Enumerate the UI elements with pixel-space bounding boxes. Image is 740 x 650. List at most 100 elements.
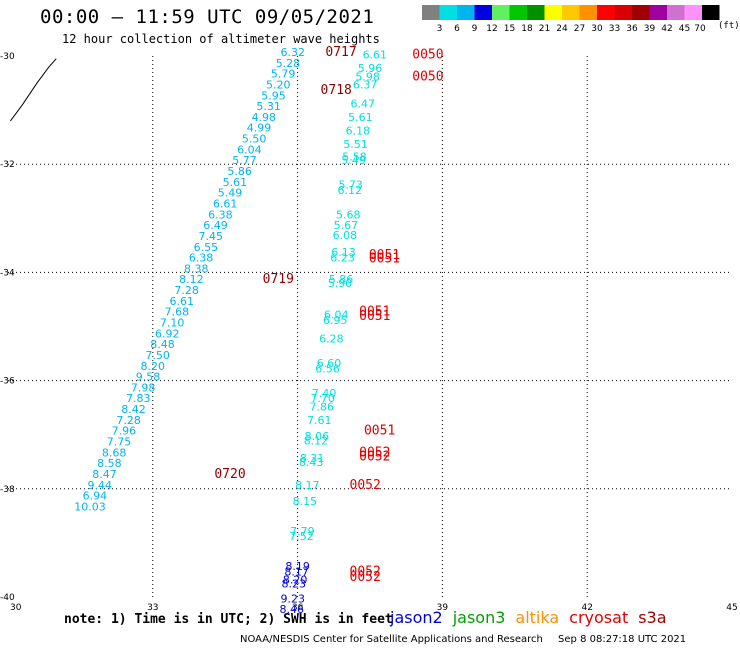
color-legend-label: 12 <box>486 24 497 34</box>
wave-height-label: 8.42 <box>121 403 146 416</box>
wave-height-label: 6.08 <box>333 229 358 242</box>
wave-height-label: 6.04 <box>237 143 262 156</box>
color-legend-unit: (ft) <box>718 21 740 31</box>
wave-height-label: 4.98 <box>252 111 277 124</box>
wave-height-label: 6.56 <box>315 362 340 375</box>
pass-time-label: 0050 <box>412 48 443 63</box>
footer-note: note: 1) Time is in UTC; 2) SWH is in fe… <box>64 612 393 627</box>
pass-time-label: 0052 <box>350 564 381 579</box>
color-swatch <box>439 5 457 20</box>
color-swatch <box>614 5 632 20</box>
wave-height-label: 6.61 <box>170 295 195 308</box>
wave-height-label: 8.23 <box>281 577 306 590</box>
wave-height-label: 8.48 <box>150 338 175 351</box>
generated-timestamp: Sep 8 08:27:18 UTC 2021 <box>558 634 687 645</box>
wave-height-label: 7.45 <box>198 230 223 243</box>
wave-height-label: 5.61 <box>223 176 248 189</box>
wave-height-label: 10.03 <box>74 500 106 513</box>
wave-height-label: 6.49 <box>203 219 228 232</box>
wave-height-label: 8.46 <box>280 603 305 616</box>
x-tick-label: 30 <box>10 603 22 613</box>
wave-height-label: 8.19 <box>285 560 310 573</box>
wave-height-label: 5.49 <box>341 154 366 167</box>
wave-height-label: 5.86 <box>227 165 252 178</box>
wave-height-label: 6.55 <box>194 241 219 254</box>
wave-height-label: 6.23 <box>330 252 355 265</box>
color-legend-label: 3 <box>437 24 443 34</box>
wave-height-label: 5.96 <box>358 62 383 75</box>
page-subtitle: 12 hour collection of altimeter wave hei… <box>62 32 380 46</box>
wave-height-label: 8.17 <box>295 479 320 492</box>
wave-height-label: 4.99 <box>247 122 272 135</box>
color-swatch <box>509 5 527 20</box>
wave-height-label: 8.31 <box>300 452 325 465</box>
color-legend-label: 36 <box>626 24 638 34</box>
wave-height-label: 7.75 <box>107 436 132 449</box>
wave-height-label: 5.58 <box>342 150 367 163</box>
wave-height-label: 7.70 <box>310 392 335 405</box>
footer-credit: NOAA/NESDIS Center for Satellite Applica… <box>240 634 686 645</box>
pass-time-label: 0052 <box>350 570 381 585</box>
wave-height-label: 7.98 <box>131 381 156 394</box>
wave-height-label: 6.37 <box>353 78 378 91</box>
mission-jason2: jason2 <box>390 608 443 627</box>
pass-time-label: 0052 <box>359 445 390 460</box>
color-swatch <box>544 5 562 20</box>
mission-cryosat: cryosat <box>569 608 629 627</box>
x-tick-label: 42 <box>581 603 592 613</box>
wave-height-label: 6.38 <box>208 208 233 221</box>
wave-height-label: 6.04 <box>324 308 349 321</box>
wave-height-label: 8.38 <box>184 262 209 275</box>
mission-s3a: s3a <box>638 608 667 627</box>
wave-height-label: 6.61 <box>363 49 388 62</box>
wave-height-label: 7.10 <box>160 317 185 330</box>
wave-height-label: 7.52 <box>289 530 314 543</box>
wave-height-label: 7.40 <box>312 387 337 400</box>
color-swatch <box>457 5 475 20</box>
wave-height-label: 8.20 <box>283 573 308 586</box>
color-legend-label: 21 <box>539 24 550 34</box>
wave-height-label: 6.95 <box>323 314 348 327</box>
pass-time-label: 0717 <box>325 45 356 60</box>
y-tick-label: -38 <box>0 485 15 495</box>
wave-height-label: 6.18 <box>346 124 371 137</box>
wave-height-label: 5.90 <box>328 277 353 290</box>
color-legend-label: 24 <box>556 24 568 34</box>
wave-height-label: 6.28 <box>319 333 344 346</box>
color-legend-label: 45 <box>679 24 690 34</box>
pass-time-label: 0720 <box>214 467 245 482</box>
wave-height-label: 5.51 <box>343 138 368 151</box>
pass-time-label: 0051 <box>369 252 400 267</box>
color-swatch <box>474 5 492 20</box>
wave-height-label: 8.20 <box>141 360 166 373</box>
color-legend-label: 18 <box>521 24 533 34</box>
wave-height-label: 5.50 <box>242 133 267 146</box>
color-legend-label: 30 <box>591 24 603 34</box>
page-title: 00:00 – 11:59 UTC 09/05/2021 <box>40 6 375 28</box>
color-legend-label: 33 <box>609 24 620 34</box>
pass-time-label: 0052 <box>359 450 390 465</box>
wave-height-label: 7.83 <box>126 392 151 405</box>
color-swatch <box>527 5 545 20</box>
wave-height-label: 8.43 <box>299 456 324 469</box>
wave-height-label: 7.68 <box>165 306 190 319</box>
coastline <box>10 58 57 122</box>
wave-height-label: 5.79 <box>271 68 296 81</box>
color-legend-label: 42 <box>661 24 672 34</box>
wave-height-label: 7.50 <box>145 349 170 362</box>
wave-height-label: 6.12 <box>337 184 362 197</box>
wave-height-label: 5.28 <box>276 57 301 70</box>
wave-height-label: 7.79 <box>290 525 315 538</box>
pass-time-label: 0051 <box>364 424 395 439</box>
pass-time-label: 0051 <box>359 309 390 324</box>
color-legend-label: 9 <box>472 24 478 34</box>
pass-time-label: 0051 <box>369 248 400 263</box>
wave-height-label: 5.20 <box>266 78 291 91</box>
wave-height-label: 8.47 <box>92 468 117 481</box>
color-swatch <box>562 5 580 20</box>
wave-height-label: 9.23 <box>281 592 306 605</box>
wave-height-label: 5.61 <box>348 111 373 124</box>
wave-height-label: 5.98 <box>355 70 380 83</box>
credit-text: NOAA/NESDIS Center for Satellite Applica… <box>240 634 543 645</box>
